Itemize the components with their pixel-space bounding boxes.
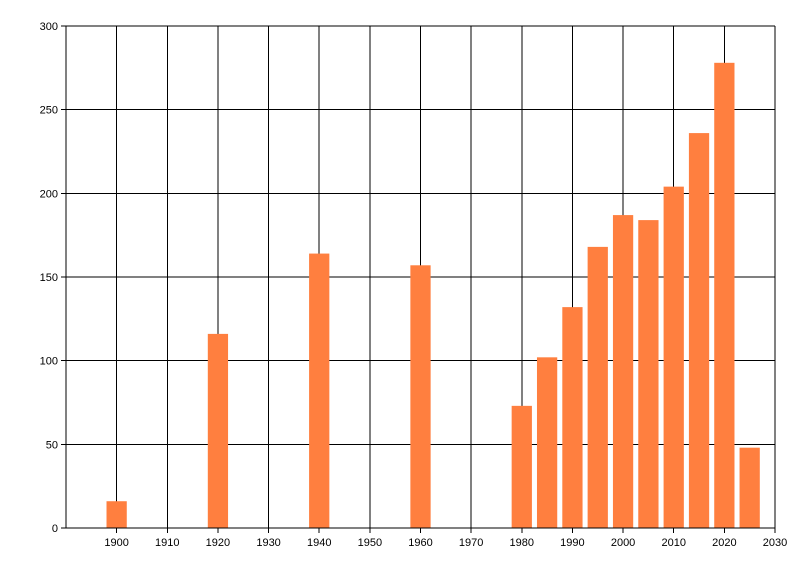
bar-1985 [536, 357, 558, 528]
x-tick-label: 1980 [510, 537, 534, 549]
bar-1900 [106, 501, 127, 528]
x-axis-ticks: 1900 1910 1920 1930 1940 1950 1960 1970 1980 1990… [104, 528, 787, 549]
x-tick-label: 1910 [155, 537, 179, 549]
bar-1940 [309, 253, 330, 528]
bar-2015 [688, 133, 710, 529]
x-tick-label: 2000 [611, 537, 635, 549]
y-tick-label: 50 [46, 439, 58, 451]
y-tick-label: 0 [52, 523, 58, 535]
bar-2025 [739, 447, 760, 528]
bar-1995 [587, 246, 608, 528]
y-tick-label: 150 [40, 272, 58, 284]
bars [106, 62, 760, 529]
y-tick-label: 100 [40, 356, 58, 368]
y-tick-label: 200 [40, 188, 58, 200]
x-tick-label: 1990 [560, 537, 584, 549]
y-tick-label: 300 [40, 21, 58, 33]
bar-2000 [612, 215, 634, 528]
x-tick-label: 1920 [206, 537, 230, 549]
y-tick-label: 250 [40, 105, 58, 117]
x-tick-label: 1930 [256, 537, 280, 549]
bar-2005 [638, 220, 659, 528]
x-tick-label: 1960 [408, 537, 432, 549]
x-tick-label: 2010 [661, 537, 685, 549]
bar-2010 [663, 186, 684, 528]
bar-2020 [714, 62, 735, 529]
x-tick-label: 2030 [763, 537, 787, 549]
bar-1980 [511, 405, 532, 528]
bar-1990 [562, 307, 583, 528]
x-tick-label: 1940 [307, 537, 331, 549]
bar-1920 [207, 333, 229, 528]
x-tick-label: 1900 [104, 537, 128, 549]
x-tick-label: 1950 [358, 537, 382, 549]
x-tick-label: 1970 [459, 537, 483, 549]
bar-1960 [410, 265, 431, 528]
y-axis-ticks: 0 50 100 150 200 250 300 [40, 21, 66, 535]
x-tick-label: 2020 [712, 537, 736, 549]
